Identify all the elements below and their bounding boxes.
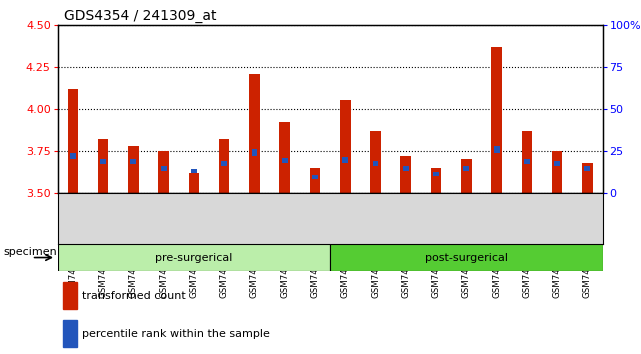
Text: pre-surgerical: pre-surgerical xyxy=(155,252,233,263)
Text: specimen: specimen xyxy=(3,247,57,257)
Bar xyxy=(249,74,260,193)
Bar xyxy=(131,159,137,164)
Bar xyxy=(522,131,532,193)
Bar xyxy=(282,158,288,162)
Bar xyxy=(158,151,169,193)
Bar xyxy=(128,146,138,193)
Text: percentile rank within the sample: percentile rank within the sample xyxy=(82,329,270,339)
Bar xyxy=(494,146,499,153)
Bar xyxy=(63,282,77,309)
Bar xyxy=(340,101,351,193)
Bar xyxy=(401,156,411,193)
Bar xyxy=(463,166,469,171)
Bar xyxy=(188,173,199,193)
Text: GDS4354 / 241309_at: GDS4354 / 241309_at xyxy=(64,9,217,23)
Bar xyxy=(98,139,108,193)
Bar xyxy=(221,161,227,166)
Text: post-surgerical: post-surgerical xyxy=(425,252,508,263)
Bar xyxy=(491,47,502,193)
Bar xyxy=(63,320,77,347)
Bar xyxy=(372,161,378,166)
Bar xyxy=(67,89,78,193)
Bar xyxy=(524,159,529,164)
Bar xyxy=(310,168,320,193)
Bar xyxy=(585,166,590,171)
Bar xyxy=(100,159,106,164)
Bar xyxy=(251,149,257,156)
Bar xyxy=(552,151,562,193)
Bar xyxy=(161,166,167,171)
Bar xyxy=(582,162,593,193)
Bar xyxy=(431,168,442,193)
Bar xyxy=(433,172,439,176)
Bar xyxy=(403,166,409,171)
Bar xyxy=(219,139,229,193)
Bar xyxy=(58,244,330,271)
Bar xyxy=(312,175,318,179)
Bar xyxy=(330,244,603,271)
Bar xyxy=(191,169,197,173)
Bar xyxy=(554,161,560,166)
Text: transformed count: transformed count xyxy=(82,291,186,301)
Bar xyxy=(70,153,76,159)
Bar xyxy=(342,157,348,162)
Bar xyxy=(279,122,290,193)
Bar xyxy=(461,159,472,193)
Bar xyxy=(370,131,381,193)
